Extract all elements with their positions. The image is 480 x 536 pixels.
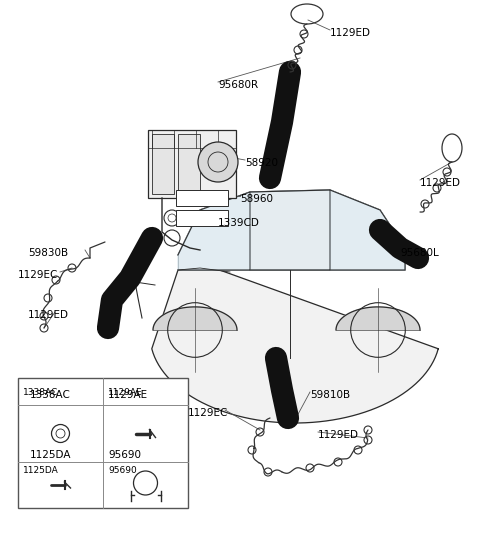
- Polygon shape: [250, 190, 330, 270]
- Text: 1129AE: 1129AE: [108, 388, 143, 397]
- Text: 95690: 95690: [108, 466, 137, 475]
- Text: 1129ED: 1129ED: [28, 310, 69, 320]
- Polygon shape: [330, 190, 405, 270]
- Text: 1129EC: 1129EC: [188, 408, 228, 418]
- Bar: [176, 190, 228, 206]
- Text: 95680R: 95680R: [218, 80, 258, 90]
- Text: 58920: 58920: [245, 158, 278, 168]
- Text: 59830B: 59830B: [28, 248, 68, 258]
- Text: 1339CD: 1339CD: [218, 218, 260, 228]
- Text: 1129ED: 1129ED: [420, 178, 461, 188]
- Polygon shape: [336, 307, 420, 330]
- Text: 1129EC: 1129EC: [18, 270, 59, 280]
- Text: 59810B: 59810B: [310, 390, 350, 400]
- Text: 1125DA: 1125DA: [23, 466, 59, 475]
- Bar: [148, 130, 236, 198]
- Text: 1129ED: 1129ED: [318, 430, 359, 440]
- Polygon shape: [152, 190, 438, 423]
- Circle shape: [198, 142, 238, 182]
- Text: 95680L: 95680L: [400, 248, 439, 258]
- Bar: [178, 134, 200, 194]
- Bar: [176, 210, 228, 226]
- Bar: [18, 378, 188, 508]
- Polygon shape: [178, 192, 250, 270]
- Bar: [152, 134, 174, 194]
- Text: 1338AC: 1338AC: [23, 388, 58, 397]
- Polygon shape: [153, 307, 237, 330]
- Text: 58960: 58960: [240, 194, 273, 204]
- Text: 1129AE: 1129AE: [108, 390, 148, 400]
- Text: 1338AC: 1338AC: [30, 390, 71, 400]
- Text: 95690: 95690: [108, 450, 141, 460]
- Polygon shape: [178, 190, 405, 270]
- Text: 1125DA: 1125DA: [30, 450, 72, 460]
- Text: 1129ED: 1129ED: [330, 28, 371, 38]
